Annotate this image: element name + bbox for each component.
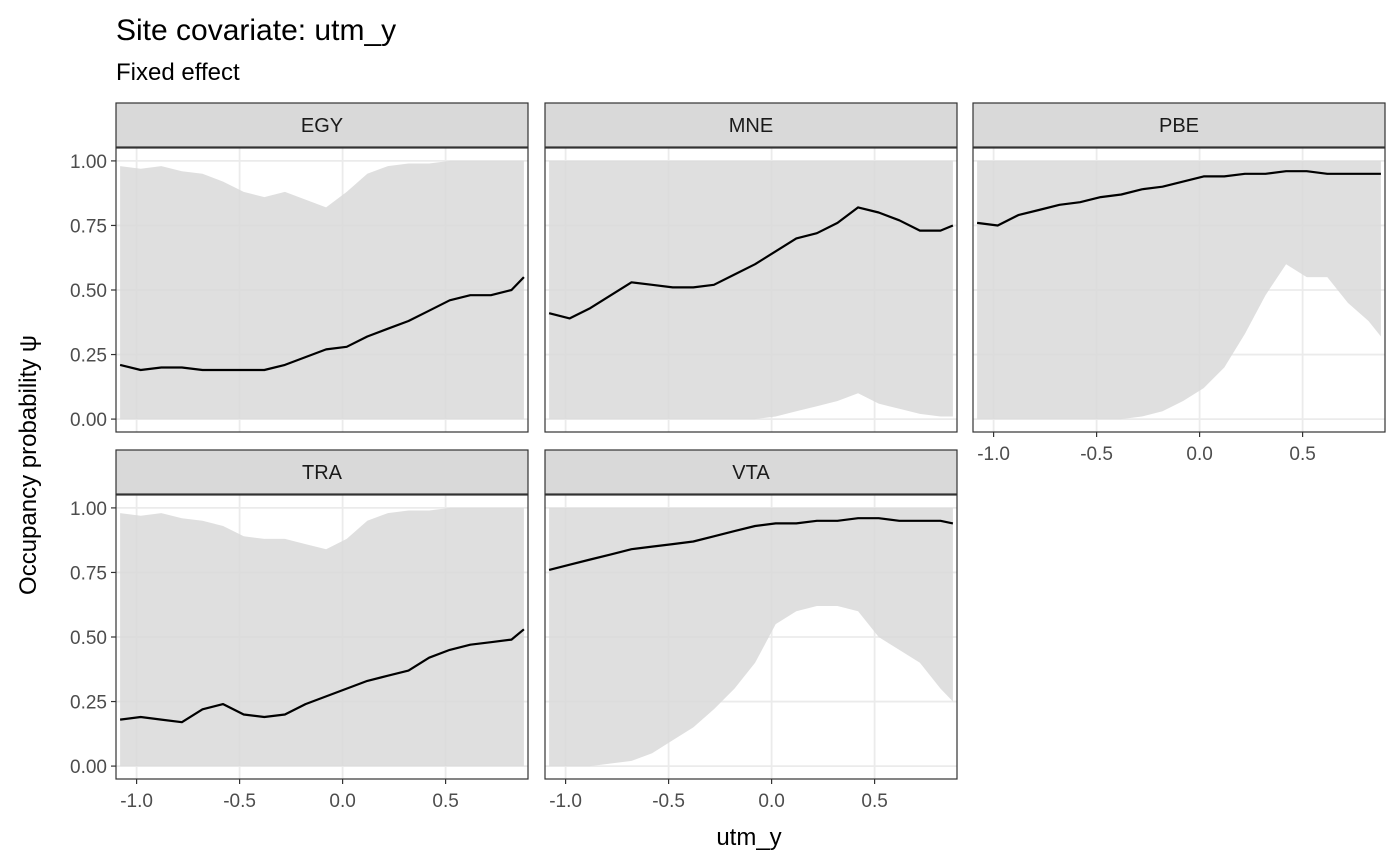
strip-label-tra: TRA <box>302 462 343 484</box>
x-tick-label-vta-2: 0.0 <box>758 791 784 812</box>
ribbon-mne <box>549 160 953 420</box>
strip-label-pbe: PBE <box>1159 115 1199 137</box>
panel-border-vta <box>544 494 958 780</box>
y-tick-label-egy-1: 0.25 <box>70 346 107 367</box>
strip-pbe <box>972 102 1386 148</box>
y-tick-label-egy-3: 0.75 <box>70 216 107 237</box>
mean-line-egy <box>119 276 525 372</box>
mean-line-mne <box>548 206 954 320</box>
ribbon-pbe <box>977 160 1381 420</box>
panel-border-mne <box>544 147 958 433</box>
x-tick-label-pbe-0: -1.0 <box>977 444 1010 465</box>
x-tick-label-tra-0: -1.0 <box>120 791 153 812</box>
x-tick-label-pbe-1: -0.5 <box>1080 444 1113 465</box>
strip-tra <box>115 449 529 495</box>
chart-subtitle: Fixed effect <box>116 59 240 86</box>
facet-panels: EGY 0.00 0.25 0.50 0.75 1.00 MNE PBE -1.0 -0.5 0.0… <box>70 102 1386 812</box>
panel-border-pbe <box>972 147 1386 433</box>
x-tick-label-vta-0: -1.0 <box>549 791 582 812</box>
x-tick-label-vta-1: -0.5 <box>652 791 685 812</box>
ribbon-tra <box>120 507 524 767</box>
x-tick-label-tra-1: -0.5 <box>223 791 256 812</box>
ribbon-vta <box>549 507 953 767</box>
mean-line-pbe <box>976 170 1381 227</box>
x-axis-label: utm_y <box>716 824 781 851</box>
y-tick-label-egy-0: 0.00 <box>70 410 107 431</box>
strip-label-egy: EGY <box>301 115 343 137</box>
y-tick-label-tra-3: 0.75 <box>70 563 107 584</box>
chart-title: Site covariate: utm_y <box>116 14 396 47</box>
x-tick-label-pbe-2: 0.0 <box>1186 444 1212 465</box>
y-tick-label-tra-4: 1.00 <box>70 499 107 520</box>
strip-label-mne: MNE <box>729 115 773 137</box>
strip-mne <box>544 102 958 148</box>
x-tick-label-vta-3: 0.5 <box>861 791 887 812</box>
y-tick-label-egy-4: 1.00 <box>70 152 107 173</box>
y-tick-label-tra-0: 0.00 <box>70 757 107 778</box>
x-tick-label-tra-3: 0.5 <box>432 791 458 812</box>
ribbon-egy <box>120 160 524 420</box>
strip-vta <box>544 449 958 495</box>
y-tick-label-egy-2: 0.50 <box>70 281 107 302</box>
x-tick-label-pbe-3: 0.5 <box>1289 444 1315 465</box>
y-axis-label: Occupancy probability ψ <box>15 335 42 595</box>
mean-line-tra <box>119 628 525 724</box>
strip-label-vta: VTA <box>732 462 770 484</box>
x-tick-label-tra-2: 0.0 <box>329 791 355 812</box>
y-tick-label-tra-1: 0.25 <box>70 693 107 714</box>
mean-line-vta <box>548 517 954 571</box>
strip-egy <box>115 102 529 148</box>
y-tick-label-tra-2: 0.50 <box>70 628 107 649</box>
